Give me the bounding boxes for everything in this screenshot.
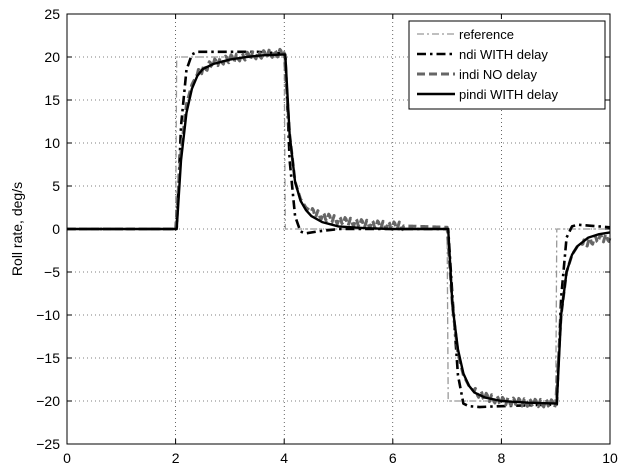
x-tick-label: 4 — [280, 450, 288, 466]
legend: reference ndi WITH delay indi NO delay pind… — [408, 20, 606, 110]
axis-ticks: 0 2 4 6 8 10 −25 −20 −15 −10 −5 0 5 10 15 20 25 — [36, 6, 618, 466]
legend-label-2: indi NO delay — [459, 67, 538, 82]
legend-label-0: reference — [459, 27, 514, 42]
legend-label-3: pindi WITH delay — [459, 87, 558, 102]
y-tick-label: −20 — [36, 393, 60, 409]
y-tick-label: 10 — [44, 135, 60, 151]
y-tick-label: 5 — [52, 178, 60, 194]
y-axis-label: Roll rate, deg/s — [9, 182, 25, 276]
y-tick-label: −5 — [44, 264, 60, 280]
legend-label-1: ndi WITH delay — [459, 47, 548, 62]
series-line-3 — [67, 53, 611, 405]
x-tick-label: 8 — [498, 450, 506, 466]
y-tick-label: 0 — [52, 221, 60, 237]
y-tick-label: −15 — [36, 350, 60, 366]
series-group — [66, 47, 612, 409]
x-tick-label: 6 — [389, 450, 397, 466]
y-tick-label: 25 — [44, 6, 60, 22]
y-tick-label: −25 — [36, 436, 60, 452]
y-tick-label: 15 — [44, 92, 60, 108]
y-tick-label: 20 — [44, 49, 60, 65]
x-tick-label: 2 — [172, 450, 180, 466]
x-tick-label: 0 — [63, 450, 71, 466]
y-tick-label: −10 — [36, 307, 60, 323]
x-tick-label: 10 — [602, 450, 618, 466]
